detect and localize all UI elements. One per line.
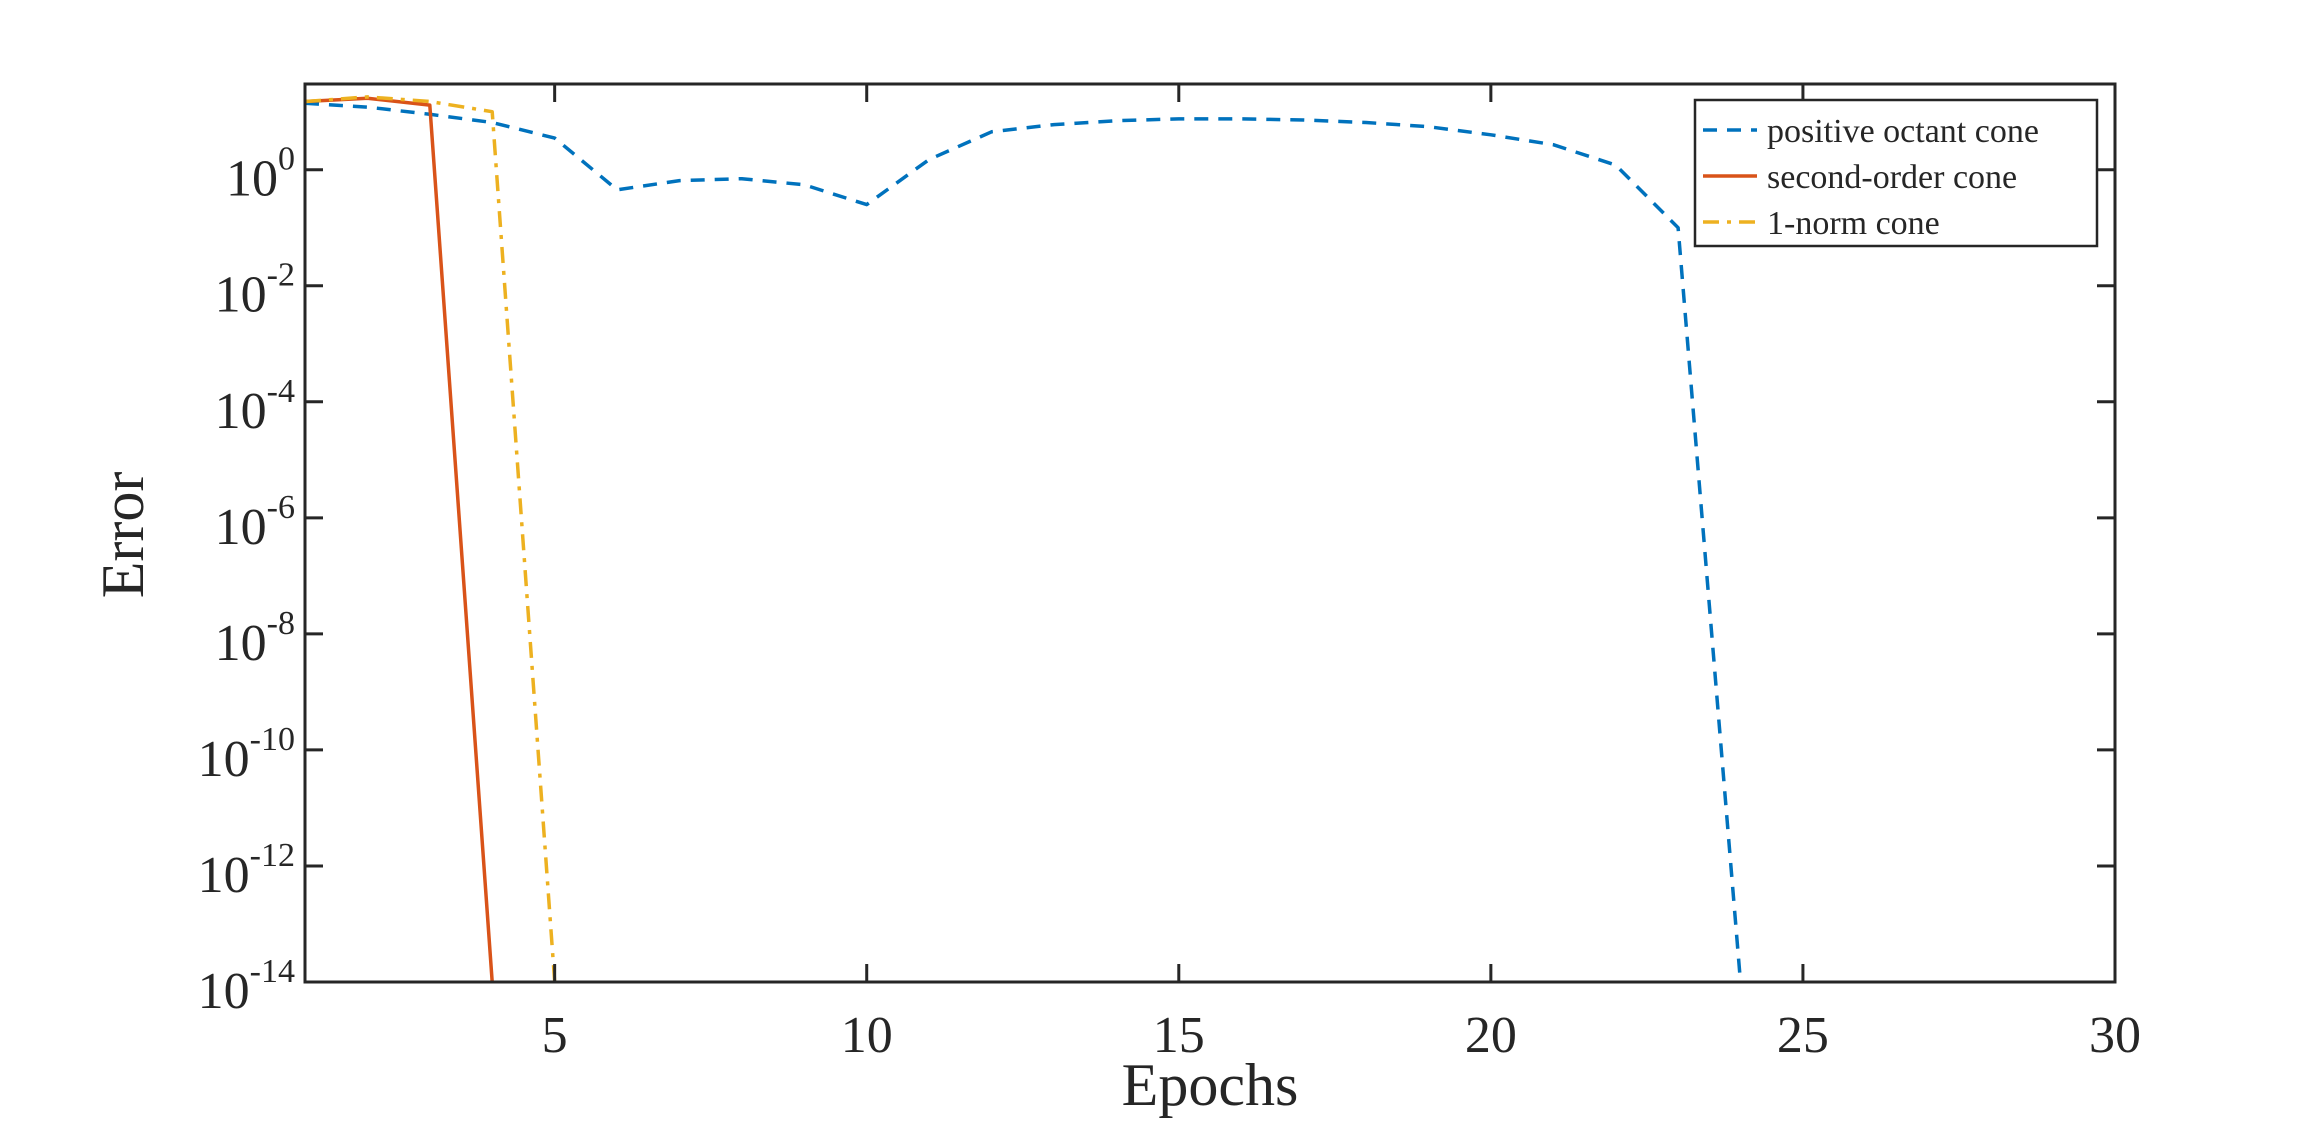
y-tick-base: 10 [198,731,250,788]
y-tick-label-2: 10-2 [215,257,295,324]
x-tick-label-3: 15 [1153,1007,1205,1064]
y-tick-exponent: -4 [267,373,295,410]
axes-box [303,82,2117,984]
series-line-2 [304,96,494,983]
y-tick-base: 10 [215,383,267,440]
y-tick-base: 10 [198,847,250,904]
x-tick-label-5: 25 [1777,1007,1829,1064]
y-tick-base: 10 [198,963,250,1020]
y-tick-base: 10 [215,267,267,324]
y-tick-exponent: -2 [267,257,295,294]
y-tick-label-4: 10-6 [215,489,295,556]
legend-label-1: positive octant cone [1767,113,2039,150]
legend-box [1693,98,2099,248]
y-tick-exponent: -6 [267,489,295,526]
legend-label-3: 1-norm cone [1767,205,1940,242]
y-tick-exponent: -10 [250,721,295,758]
x-tick-labels: 5 10 15 20 25 30 [542,1007,2141,1064]
y-tick-label-8: 10-14 [198,953,295,1020]
legend: positive octant cone second-order cone 1-n… [1693,98,2099,248]
legend-label-2: second-order cone [1767,159,2017,196]
y-tick-exponent: -12 [250,837,295,874]
series-line-3 [304,95,557,983]
y-tick-label-1: 100 [226,141,295,208]
y-tick-base: 10 [215,499,267,556]
x-tick-label-4: 20 [1465,1007,1517,1064]
x-axis-label: Epochs [1122,1052,1299,1118]
y-tick-exponent: -8 [267,605,295,642]
series-layer [304,95,1743,983]
y-tick-base: 10 [215,615,267,672]
series-line-1 [304,101,1743,983]
x-tick-label-6: 30 [2089,1007,2141,1064]
x-tick-label-1: 5 [542,1007,568,1064]
ticks-layer [305,84,2117,984]
y-axis-label: Error [90,472,156,599]
y-tick-label-7: 10-12 [198,837,295,904]
y-tick-label-6: 10-10 [198,721,295,788]
y-tick-label-3: 10-4 [215,373,295,440]
y-tick-exponent: -14 [250,953,295,990]
y-tick-exponent: 0 [278,141,295,178]
y-tick-base: 10 [226,151,278,208]
y-tick-label-5: 10-8 [215,605,295,672]
x-tick-label-2: 10 [841,1007,893,1064]
